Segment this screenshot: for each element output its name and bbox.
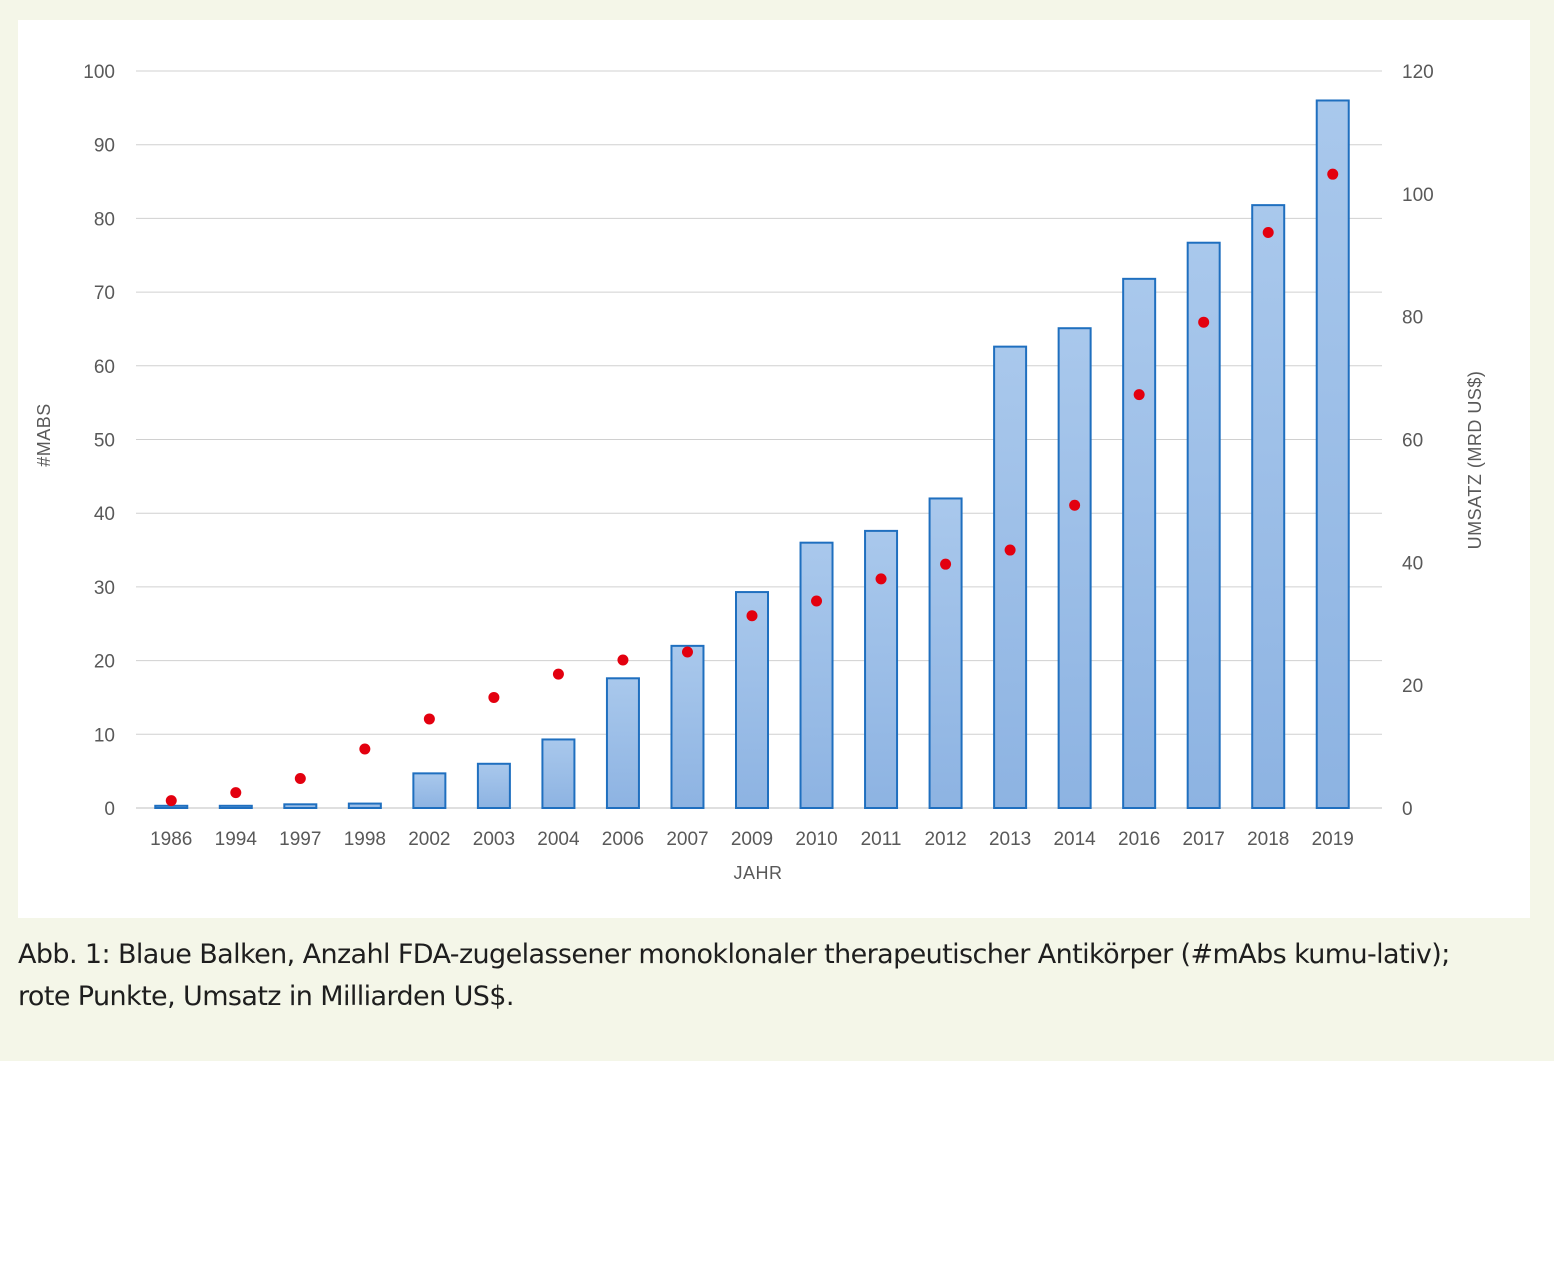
x-tick-label: 1986: [150, 829, 192, 850]
y-left-tick-label: 30: [94, 578, 115, 599]
figure-caption: Abb. 1: Blaue Balken, Anzahl FDA-zugelas…: [18, 939, 1450, 1012]
bar: [1122, 277, 1157, 810]
bar: [670, 644, 705, 809]
bar-series: [154, 99, 1350, 810]
x-tick-label: 2002: [408, 829, 450, 850]
data-point: [746, 610, 758, 622]
x-tick-label: 2011: [861, 829, 902, 850]
bar: [928, 497, 963, 809]
data-point: [940, 558, 952, 570]
x-tick-label: 2013: [989, 829, 1031, 850]
bar: [1251, 204, 1286, 810]
y-left-tick-label: 20: [94, 652, 115, 673]
x-tick-label: 2018: [1247, 829, 1289, 850]
y-left-tick-label: 0: [104, 799, 115, 820]
data-point: [359, 743, 371, 755]
x-tick-label: 1998: [344, 829, 386, 850]
x-tick-label: 2012: [924, 829, 966, 850]
y-right-tick-label: 20: [1402, 676, 1423, 697]
y-left-tick-label: 10: [94, 725, 115, 746]
x-tick-label: 2009: [731, 829, 773, 850]
gridlines: [136, 70, 1382, 809]
x-tick-label: 2019: [1312, 829, 1354, 850]
bar: [1057, 327, 1092, 809]
data-point: [1069, 499, 1081, 511]
data-point: [811, 595, 823, 607]
y-right-tick-label: 80: [1402, 308, 1423, 329]
data-point: [230, 787, 242, 799]
x-tick-label: 1997: [279, 829, 321, 850]
y-right-tick-label: 60: [1402, 431, 1423, 452]
bar: [735, 591, 769, 810]
bar: [1315, 99, 1350, 810]
data-point: [552, 668, 564, 680]
bar: [412, 772, 447, 810]
x-tick-label: 2017: [1183, 829, 1225, 850]
bar: [347, 802, 382, 810]
data-point: [617, 654, 629, 666]
y-left-tick-label: 40: [94, 504, 115, 525]
chart-panel: 0 10 20 30 40 50 60 70 80 90 100 0 20 40 60 80 100 120 198…: [18, 20, 1530, 918]
data-point: [681, 646, 693, 658]
y-axis-right-title: UMSATZ (MRD US$): [1465, 371, 1485, 550]
data-point: [488, 691, 500, 703]
bar: [218, 804, 253, 810]
x-tick-label: 2006: [602, 829, 644, 850]
y-left-tick-label: 100: [83, 62, 115, 83]
y-axis-left-title: #MABS: [34, 403, 54, 467]
figure-box: 0 10 20 30 40 50 60 70 80 90 100 0 20 40 60 80 100 120 198…: [0, 0, 1554, 1061]
data-point: [1198, 316, 1210, 328]
y-left-tick-label: 90: [94, 136, 115, 157]
combo-chart: 0 10 20 30 40 50 60 70 80 90 100 0 20 40 60 80 100 120 198…: [34, 62, 1485, 883]
bar: [283, 803, 318, 810]
data-point: [1327, 168, 1339, 180]
bar: [993, 345, 1028, 809]
bar: [605, 677, 640, 810]
y-left-tick-label: 70: [94, 283, 115, 304]
x-tick-label: 2016: [1118, 829, 1160, 850]
dot-series: [165, 168, 1339, 807]
y-left-tick-label: 80: [94, 209, 115, 230]
bar: [864, 529, 899, 809]
x-tick-label: 2010: [795, 829, 837, 850]
data-point: [165, 795, 177, 807]
y-right-tick-label: 100: [1402, 185, 1434, 206]
y-left-tick-label: 50: [94, 431, 115, 452]
y-right-tick-label: 0: [1402, 799, 1413, 820]
x-tick-label: 2003: [473, 829, 515, 850]
bar: [799, 541, 834, 809]
bar: [476, 762, 511, 810]
x-tick-label: 2014: [1053, 829, 1096, 850]
bar: [1186, 241, 1221, 809]
y-right-tick-label: 40: [1402, 553, 1423, 574]
y-left-tick-label: 60: [94, 357, 115, 378]
tick-labels: 0 10 20 30 40 50 60 70 80 90 100 0 20 40 60 80 100 120 198…: [83, 62, 1433, 850]
data-point: [1133, 389, 1145, 401]
data-point: [1004, 544, 1016, 556]
data-point: [294, 773, 306, 785]
data-point: [423, 713, 435, 725]
x-tick-label: 1994: [215, 829, 258, 850]
x-axis-title: JAHR: [733, 863, 782, 883]
y-right-tick-label: 120: [1402, 62, 1434, 83]
data-point: [1262, 227, 1274, 239]
bar: [541, 738, 576, 809]
data-point: [875, 573, 887, 585]
x-tick-label: 2004: [537, 829, 580, 850]
x-tick-label: 2007: [666, 829, 708, 850]
